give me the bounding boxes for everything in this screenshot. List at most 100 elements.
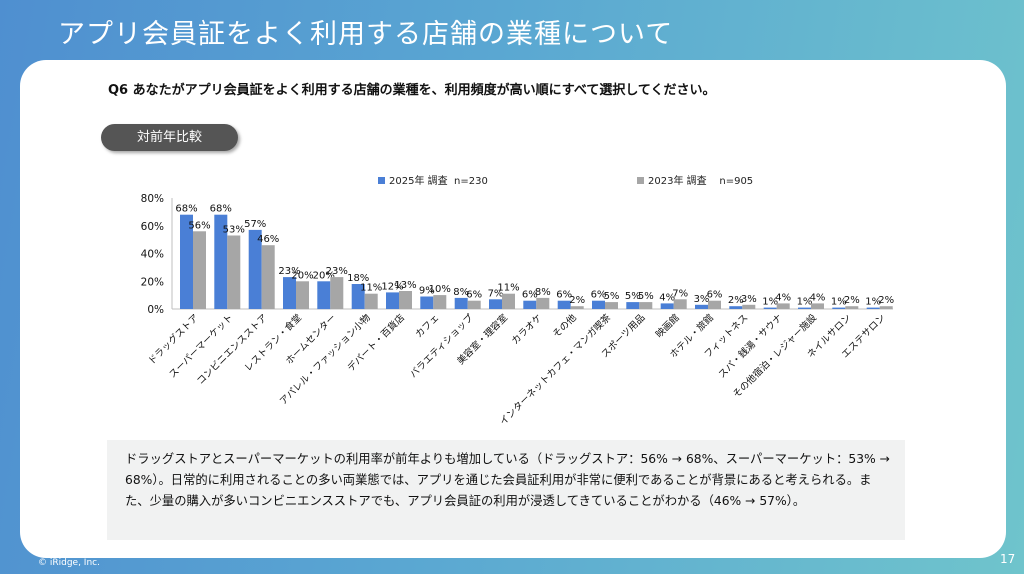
data-label-2025: 18% (347, 273, 369, 284)
bar-2023 (673, 299, 687, 309)
y-tick-label: 60% (141, 221, 164, 233)
bar-2025 (763, 307, 777, 309)
data-label-2023: 23% (326, 266, 348, 277)
legend-swatch-2025 (378, 177, 385, 184)
bar-2025 (283, 277, 296, 309)
bar-2025 (729, 306, 743, 309)
data-label-2025: 2% (728, 295, 744, 306)
bar-2023 (570, 306, 584, 309)
bar-2025 (180, 214, 193, 309)
bar-2025 (454, 297, 468, 309)
bar-2023 (193, 231, 206, 309)
bar-2025 (557, 300, 571, 309)
data-label-2025: 8% (453, 287, 469, 298)
data-label-2023: 5% (604, 291, 620, 302)
legend-item-2023: 2023年 調査 n=905 (637, 172, 753, 187)
bar-2023 (261, 245, 275, 309)
x-tick-label: レストラン・食堂 (242, 312, 304, 374)
bar-2025 (248, 229, 262, 309)
bar-2023 (776, 303, 790, 309)
data-label-2025: 9% (419, 286, 435, 297)
bar-2025 (832, 307, 846, 309)
bar-2023 (502, 293, 515, 309)
bar-2025 (660, 303, 674, 309)
bar-2025 (420, 296, 434, 309)
bar-2023 (467, 300, 481, 309)
data-label-2023: 13% (394, 280, 416, 291)
bar-2025 (798, 307, 811, 309)
data-label-2025: 5% (625, 291, 641, 302)
slide-title: アプリ会員証をよく利用する店舗の業種について (58, 19, 674, 50)
legend-label-2023: 2023年 調査 (648, 176, 707, 187)
page-number: 17 (1000, 552, 1016, 566)
bar-chart: 0%20%40%60%80%68%56%ドラッグストア68%53%スーパーマーケ… (141, 193, 894, 428)
legend-swatch-2023 (637, 177, 644, 184)
bar-2025 (317, 281, 331, 310)
y-tick-label: 20% (141, 276, 164, 288)
bar-2023 (330, 277, 344, 309)
data-label-2023: 2% (878, 295, 894, 306)
bar-2023 (605, 302, 618, 309)
data-label-2023: 4% (775, 292, 791, 303)
data-label-2025: 1% (762, 297, 778, 308)
bar-2023 (296, 281, 309, 310)
bar-2025 (351, 284, 365, 309)
analysis-note: ドラッグストアとスーパーマーケットの利用率が前年よりも増加している（ドラッグスト… (107, 440, 905, 540)
data-label-2025: 1% (831, 297, 847, 308)
data-label-2023: 6% (466, 290, 482, 301)
data-label-2023: 4% (810, 292, 826, 303)
bar-2023 (845, 306, 859, 309)
bar-2023 (742, 304, 756, 309)
x-tick-label: その他 (550, 311, 579, 340)
bar-2023 (879, 306, 893, 309)
x-tick-label: スーパーマーケット (167, 312, 235, 380)
data-label-2023: 8% (535, 287, 551, 298)
y-tick-label: 0% (147, 304, 164, 316)
data-label-2023: 2% (844, 295, 860, 306)
bar-2025 (214, 214, 228, 309)
data-label-2023: 56% (188, 220, 210, 231)
x-tick-label: カラオケ (510, 312, 545, 347)
bar-2025 (386, 292, 399, 309)
legend-n-2023: n=905 (719, 176, 754, 187)
data-label-2025: 4% (659, 292, 675, 303)
bar-2023 (639, 302, 653, 309)
data-label-2025: 6% (522, 290, 538, 301)
bar-2025 (866, 307, 880, 309)
copyright: © iRidge, Inc. (38, 558, 100, 568)
legend-label-2025: 2025年 調査 (389, 176, 448, 187)
bar-2025 (489, 299, 502, 309)
data-label-2023: 7% (672, 288, 688, 299)
bar-2023 (433, 295, 447, 309)
data-label-2025: 7% (488, 288, 504, 299)
data-label-2025: 68% (210, 204, 232, 215)
data-label-2025: 1% (797, 297, 813, 308)
data-label-2023: 3% (741, 294, 757, 305)
data-label-2023: 11% (360, 283, 382, 294)
y-tick-label: 40% (141, 249, 164, 261)
bar-2025 (695, 304, 708, 309)
bar-2023 (536, 297, 550, 309)
bar-2023 (708, 300, 721, 309)
data-label-2023: 11% (497, 283, 519, 294)
x-tick-label: カフェ (413, 312, 441, 340)
question-text: Q6 あなたがアプリ会員証をよく利用する店舗の業種を、利用頻度が高い順にすべて選… (108, 83, 716, 98)
data-label-2025: 1% (865, 297, 881, 308)
legend-item-2025: 2025年 調査 n=230 (378, 172, 488, 187)
data-label-2025: 20% (313, 270, 335, 281)
data-label-2023: 5% (638, 291, 654, 302)
data-label-2025: 3% (694, 294, 710, 305)
data-label-2025: 12% (381, 281, 403, 292)
legend-n-2025: n=230 (454, 176, 488, 187)
data-label-2023: 10% (429, 284, 451, 295)
bar-2025 (523, 300, 537, 309)
data-label-2023: 46% (257, 234, 279, 245)
bar-2025 (592, 300, 605, 309)
data-label-2025: 68% (175, 204, 197, 215)
bar-2023 (811, 303, 824, 309)
x-tick-label: バラエティショップ (408, 312, 476, 380)
bar-2023 (227, 235, 241, 309)
y-tick-label: 80% (141, 193, 164, 205)
data-label-2025: 23% (278, 266, 300, 277)
bar-2023 (399, 291, 412, 309)
